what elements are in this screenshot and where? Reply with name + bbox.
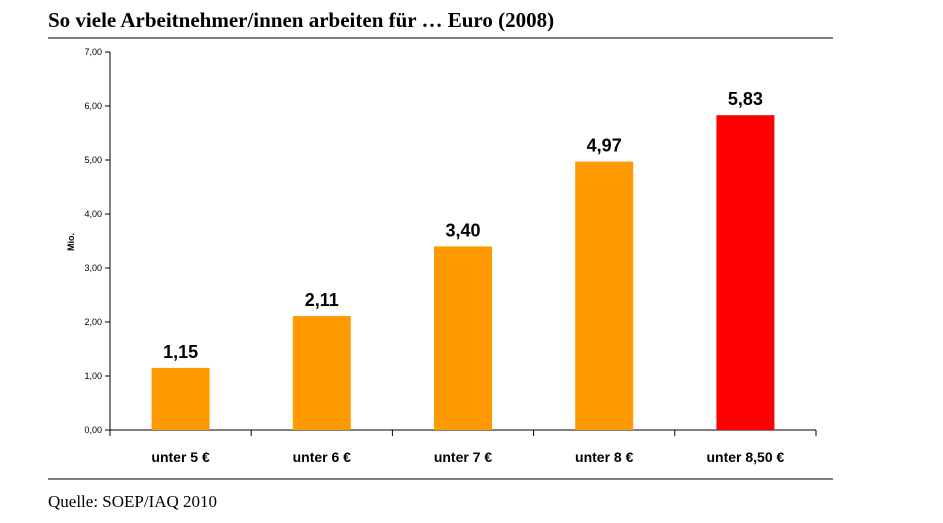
- y-tick-label: 1,00: [84, 371, 102, 381]
- bar-value-label: 5,83: [728, 89, 763, 109]
- source-divider: [48, 478, 833, 480]
- y-tick-label: 2,00: [84, 317, 102, 327]
- category-label: unter 7 €: [434, 449, 493, 465]
- y-tick-label: 4,00: [84, 209, 102, 219]
- bar: [575, 161, 634, 430]
- bar-value-label: 3,40: [445, 220, 480, 240]
- bar: [716, 115, 775, 431]
- y-tick-label: 5,00: [84, 155, 102, 165]
- y-tick-label: 0,00: [84, 425, 102, 435]
- category-label: unter 8 €: [575, 449, 634, 465]
- chart-labels: 1,15 unter 5 € 2,11 unter 6 € 3,40 unter 7 € 4…: [151, 89, 784, 465]
- bar: [434, 246, 492, 430]
- y-tick-label: 3,00: [84, 263, 102, 273]
- bar: [151, 367, 210, 430]
- category-label: unter 6 €: [293, 449, 352, 465]
- category-label: unter 5 €: [151, 449, 210, 465]
- category-label: unter 8,50 €: [706, 449, 784, 465]
- chart-bars: [151, 115, 775, 431]
- source-note: Quelle: SOEP/IAQ 2010: [48, 492, 218, 511]
- y-axis-ticks: 0,00 1,00 2,00 3,00 4,00 5,00 6,00 7,00: [84, 47, 110, 435]
- bar-value-label: 1,15: [163, 342, 198, 362]
- bar: [292, 316, 351, 430]
- y-tick-label: 7,00: [84, 47, 102, 57]
- chart-title: So viele Arbeitnehmer/innen arbeiten für…: [48, 8, 555, 32]
- title-divider: [48, 37, 833, 39]
- y-tick-label: 6,00: [84, 101, 102, 111]
- bar-value-label: 4,97: [587, 136, 622, 156]
- y-axis-label: Mio.: [66, 233, 76, 251]
- bar-value-label: 2,11: [305, 290, 339, 310]
